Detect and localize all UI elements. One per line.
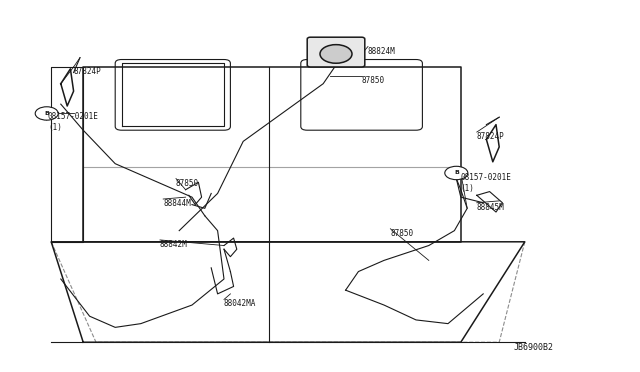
Text: 88844M: 88844M	[163, 199, 191, 208]
Text: 88842M: 88842M	[160, 240, 188, 249]
Text: 87850: 87850	[362, 76, 385, 85]
Circle shape	[445, 166, 468, 180]
Text: 88042MA: 88042MA	[224, 299, 257, 308]
FancyBboxPatch shape	[307, 37, 365, 67]
Circle shape	[320, 45, 352, 63]
Text: 08157-0201E
(1): 08157-0201E (1)	[48, 112, 99, 132]
Text: 87824P: 87824P	[74, 67, 101, 76]
Text: 08157-0201E
(1): 08157-0201E (1)	[461, 173, 511, 193]
Text: JB6900B2: JB6900B2	[514, 343, 554, 352]
Text: 88824M: 88824M	[368, 46, 396, 55]
Text: 87850: 87850	[176, 179, 199, 187]
Text: 88845M: 88845M	[477, 203, 504, 212]
Text: B: B	[454, 170, 459, 175]
Circle shape	[35, 107, 58, 120]
Text: B: B	[44, 110, 49, 116]
Text: 87850: 87850	[390, 229, 413, 238]
Text: 87824P: 87824P	[477, 132, 504, 141]
